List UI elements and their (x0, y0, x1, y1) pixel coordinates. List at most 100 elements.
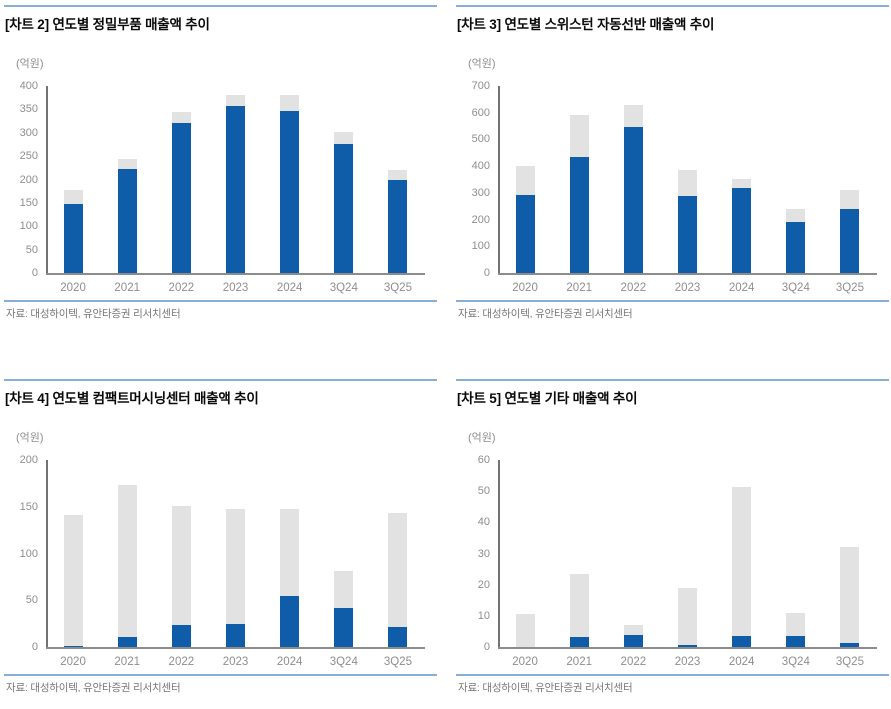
chart-panel-swiss-turn: [차트 3] 연도별 스위스턴 자동선반 매출액 추이 (억원) 0 100 200… (456, 5, 889, 335)
y-axis-tick-label: 250 (19, 150, 38, 163)
y-axis-tick-label: 100 (19, 220, 38, 233)
bar-segment-blue (732, 187, 752, 273)
chart-title: [차트 5] 연도별 기타 매출액 추이 (457, 391, 638, 406)
bar-segment-blue (623, 635, 643, 647)
y-axis-tick-label: 700 (471, 80, 490, 92)
axis-unit-label: (억원) (468, 432, 496, 444)
bar-segment-gray (732, 486, 752, 637)
bar-segment-blue (226, 106, 245, 273)
bar-segment-blue (226, 623, 245, 647)
bar-segment-gray (226, 95, 245, 107)
bar-segment-gray (569, 573, 589, 637)
axis-unit-label: (억원) (16, 432, 44, 444)
bar-segment-gray (171, 112, 191, 124)
x-axis-tick-label: 2022 (168, 282, 195, 294)
chart-panel-precision-parts: [차트 2] 연도별 정밀부품 매출액 추이 (억원) 0 50 100 150 200… (4, 5, 437, 335)
x-axis-line (498, 272, 877, 275)
bar-segment-blue (732, 636, 752, 647)
bar-segment-gray (280, 508, 300, 596)
x-axis-tick-label: 3Q25 (383, 282, 412, 294)
x-axis-tick-label: 2021 (114, 656, 140, 668)
x-axis-tick-label: 2024 (728, 282, 755, 294)
stacked-bar-chart: 0 50 100 150 200 2020 2021 2022 2023 2024 3Q24 3Q25 (4, 454, 425, 668)
bar-segment-gray (786, 612, 806, 637)
bar-segment-blue (171, 624, 191, 647)
bar-segment-gray (515, 166, 535, 195)
x-axis-tick-label: 2024 (728, 656, 755, 668)
source-note: 자료: 대성하이텍, 유안타증권 리서치센터 (458, 308, 633, 320)
bar-segment-blue (569, 157, 589, 273)
bar-segment-blue (280, 595, 300, 647)
chart-title: [차트 3] 연도별 스위스턴 자동선반 매출액 추이 (457, 17, 715, 32)
bar-segment-gray (623, 105, 643, 128)
chart-title: [차트 4] 연도별 컴팩트머시닝센터 매출액 추이 (5, 391, 259, 406)
y-axis-tick-label: 20 (477, 578, 490, 591)
x-axis-tick-label: 2023 (222, 282, 249, 294)
y-axis-tick-label: 300 (19, 126, 38, 139)
bar-segment-gray (63, 190, 83, 204)
accent-rule-top (456, 379, 889, 381)
stacked-bar-chart: 0 50 100 150 200 250 300 350 400 2020 2021 2022 2023… (4, 80, 425, 294)
bar-segment-gray (63, 515, 83, 647)
x-axis-tick-label: 3Q25 (383, 656, 412, 668)
y-axis-tick-label: 150 (19, 196, 38, 209)
stacked-bar-chart: 0 100 200 300 400 500 600 700 2020 2021 2022 2023 20… (456, 80, 877, 294)
bar-segment-gray (280, 95, 300, 111)
y-axis-tick-label: 200 (19, 454, 38, 466)
x-axis-tick-label: 3Q24 (781, 282, 810, 294)
bar-segment-blue (117, 636, 137, 647)
x-axis-tick-label: 3Q24 (329, 656, 358, 668)
y-axis-tick-label: 150 (19, 500, 38, 513)
x-axis-tick-label: 3Q25 (835, 282, 864, 294)
bar-segment-gray (334, 131, 354, 145)
accent-rule-top (4, 379, 437, 381)
y-axis-line (46, 460, 48, 647)
y-axis-tick-label: 30 (477, 547, 490, 560)
y-axis-tick-label: 350 (19, 103, 38, 116)
y-axis-tick-label: 200 (471, 213, 490, 226)
x-axis-tick-label: 2023 (674, 282, 701, 294)
x-axis-tick-label: 2024 (276, 656, 303, 668)
bar-segment-gray (678, 170, 697, 197)
bar-segment-gray (786, 208, 806, 222)
bar-segment-blue (840, 209, 860, 273)
y-axis-tick-label: 50 (477, 485, 490, 498)
y-axis-tick-label: 600 (471, 106, 490, 119)
x-axis-tick-label: 2023 (674, 656, 701, 668)
y-axis-tick-label: 0 (31, 267, 38, 279)
bar-segment-blue (786, 221, 806, 273)
bar-segment-blue (63, 203, 83, 273)
y-axis-tick-label: 100 (19, 547, 38, 560)
y-axis-tick-label: 10 (477, 609, 490, 622)
x-axis-tick-label: 2020 (60, 656, 86, 668)
y-axis-tick-label: 200 (19, 173, 38, 186)
x-axis-tick-label: 2021 (566, 656, 592, 668)
y-axis-tick-label: 0 (31, 641, 38, 653)
y-axis-tick-label: 40 (477, 516, 490, 529)
axis-unit-label: (억원) (16, 58, 44, 70)
y-axis-tick-label: 0 (483, 641, 490, 653)
bar-segment-gray (117, 485, 137, 637)
bar-segment-blue (171, 123, 191, 273)
x-axis-tick-label: 2022 (168, 656, 195, 668)
bar-segment-gray (840, 190, 860, 210)
x-axis-tick-label: 2020 (512, 282, 538, 294)
x-axis-tick-label: 2023 (222, 656, 249, 668)
bar-segment-gray (388, 169, 408, 181)
bar-segment-blue (334, 607, 354, 647)
bar-segment-blue (117, 168, 137, 273)
x-axis-line (498, 646, 877, 649)
bar-segment-gray (732, 178, 752, 188)
bar-segment-blue (334, 144, 354, 273)
bar-segment-blue (623, 127, 643, 273)
y-axis-tick-label: 0 (483, 267, 490, 279)
x-axis-tick-label: 2022 (620, 282, 647, 294)
bar-segment-gray (569, 115, 589, 158)
accent-rule-bottom (4, 300, 437, 302)
x-axis-tick-label: 2020 (512, 656, 538, 668)
y-axis-tick-label: 60 (477, 454, 490, 466)
y-axis-line (498, 86, 500, 273)
y-axis-tick-label: 300 (471, 186, 490, 199)
y-axis-line (46, 86, 48, 273)
x-axis-tick-label: 3Q24 (329, 282, 358, 294)
